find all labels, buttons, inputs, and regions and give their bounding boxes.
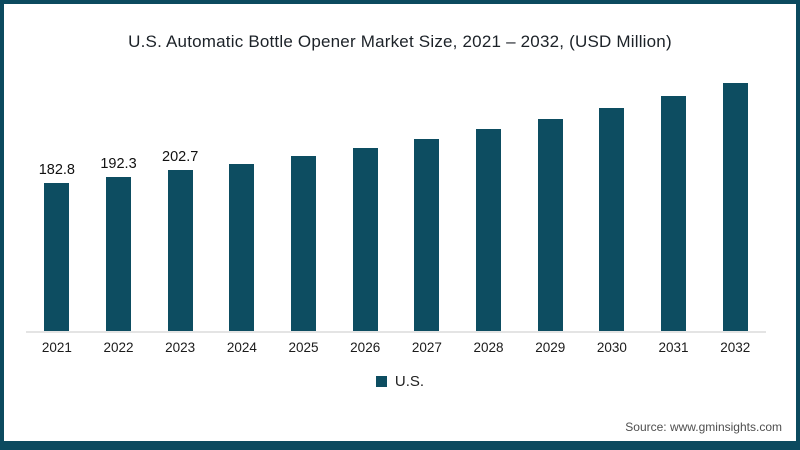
bar-column-2026 (334, 148, 396, 331)
bar-2027 (414, 139, 440, 331)
x-tick-2032: 2032 (720, 340, 751, 355)
chart-title: U.S. Automatic Bottle Opener Market Size… (128, 32, 672, 51)
x-tick-2027: 2027 (411, 340, 442, 355)
plot-area: 182.8 192.3 202.7 (26, 68, 766, 333)
x-axis-labels: 2021 2022 2023 2024 2025 2026 2027 2028 2029 2030… (26, 340, 766, 355)
x-tick-2029: 2029 (535, 340, 566, 355)
bar-column-2032 (704, 83, 766, 331)
bar-2030 (599, 108, 625, 331)
x-tick-2022: 2022 (103, 340, 134, 355)
bar-2031 (661, 96, 687, 331)
bar-2023 (167, 170, 193, 331)
bar-2024 (229, 164, 255, 331)
bar-column-2023: 202.7 (149, 149, 211, 331)
data-label-2023: 202.7 (162, 149, 199, 165)
x-tick-2030: 2030 (596, 340, 627, 355)
bar-column-2030 (581, 108, 643, 331)
bar-2021 (44, 183, 70, 331)
bar-2026 (352, 148, 378, 331)
data-label-2022: 192.3 (100, 156, 137, 172)
legend: U.S. (4, 373, 796, 390)
bar-column-2031 (643, 96, 705, 331)
x-tick-2024: 2024 (226, 340, 257, 355)
source-attribution: Source: www.gminsights.com (625, 420, 782, 434)
x-tick-2028: 2028 (473, 340, 504, 355)
bar-column-2022: 192.3 (88, 156, 150, 331)
bar-column-2025 (273, 156, 335, 331)
bar-column-2027 (396, 139, 458, 331)
bar-column-2024 (211, 164, 273, 331)
x-tick-2021: 2021 (41, 340, 72, 355)
legend-swatch-icon (375, 376, 387, 387)
legend-label: U.S. (394, 373, 425, 390)
bar-2028 (476, 129, 502, 331)
x-tick-2026: 2026 (350, 340, 381, 355)
bar-2032 (722, 83, 748, 331)
bar-2022 (106, 177, 131, 331)
bar-column-2021: 182.8 (26, 162, 88, 331)
x-tick-2023: 2023 (165, 340, 196, 355)
bar-2029 (537, 119, 563, 331)
x-tick-2031: 2031 (658, 340, 689, 355)
bar-column-2029 (519, 119, 581, 331)
bar-column-2028 (458, 129, 520, 331)
bar-2025 (291, 156, 317, 331)
x-tick-2025: 2025 (288, 340, 319, 355)
data-label-2021: 182.8 (38, 162, 75, 178)
